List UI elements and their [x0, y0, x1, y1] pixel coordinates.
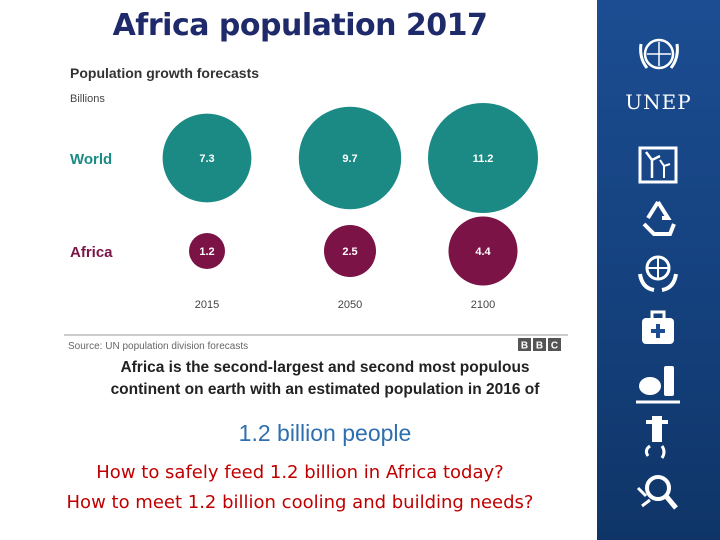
bubble-africa-2100 [448, 216, 518, 286]
bubble-world-2050 [298, 106, 402, 210]
bbc-logo-letter: B [521, 341, 528, 352]
bubble-world-2015 [162, 113, 252, 203]
bbc-logo-block [518, 338, 531, 351]
question-feed: How to safely feed 1.2 billion in Africa… [96, 462, 504, 483]
data-label-world-2100: 11.2 [473, 153, 494, 165]
bbc-logo-block [533, 338, 546, 351]
magnifier-icon [636, 475, 678, 510]
data-label-world-2050: 9.7 [342, 153, 357, 165]
unep-sidebar: UNEP [597, 0, 720, 540]
wind-turbine-icon [638, 146, 678, 184]
un-emblem-icon [639, 38, 679, 70]
x-tick-label: 2015 [195, 299, 219, 311]
medical-kit-icon [642, 310, 674, 344]
bubble-africa-2015 [189, 233, 225, 269]
highlight-text: 1.2 billion people [238, 420, 412, 446]
source-text: Source: UN population division forecasts [68, 341, 248, 352]
population-bubble-chart: Population growth forecasts Billions World… [64, 65, 568, 352]
series-label-world: World [70, 151, 112, 168]
data-label-africa-2050: 2.5 [342, 246, 357, 258]
series-label-africa: Africa [70, 244, 113, 261]
data-label-africa-2015: 1.2 [199, 246, 214, 258]
recycle-icon [642, 200, 676, 236]
bubble-africa-2050 [324, 225, 376, 277]
bbc-logo-letter: C [551, 341, 558, 352]
water-tap-icon [644, 416, 668, 459]
caption-line-2: continent on earth with an estimated pop… [110, 381, 540, 398]
data-label-world-2015: 7.3 [199, 153, 214, 165]
globe-hands-icon [638, 255, 678, 292]
x-tick-label: 2050 [338, 299, 362, 311]
slide-title: Africa population 2017 [112, 8, 488, 43]
question-cooling: How to meet 1.2 billion cooling and buil… [66, 492, 534, 513]
bubble-world-2100 [428, 103, 538, 213]
caption-line-1: Africa is the second-largest and second … [120, 359, 530, 376]
caption-text: Africa is the second-largest and second … [60, 357, 590, 401]
x-tick-label: 2100 [471, 299, 495, 311]
pollution-icon [636, 366, 680, 404]
data-label-africa-2100: 4.4 [475, 246, 491, 258]
bbc-logo-block [548, 338, 561, 351]
chart-subtitle: Billions [70, 93, 105, 105]
bbc-logo-letter: B [536, 341, 543, 352]
unep-wordmark: UNEP [625, 90, 692, 114]
chart-title: Population growth forecasts [70, 65, 259, 81]
